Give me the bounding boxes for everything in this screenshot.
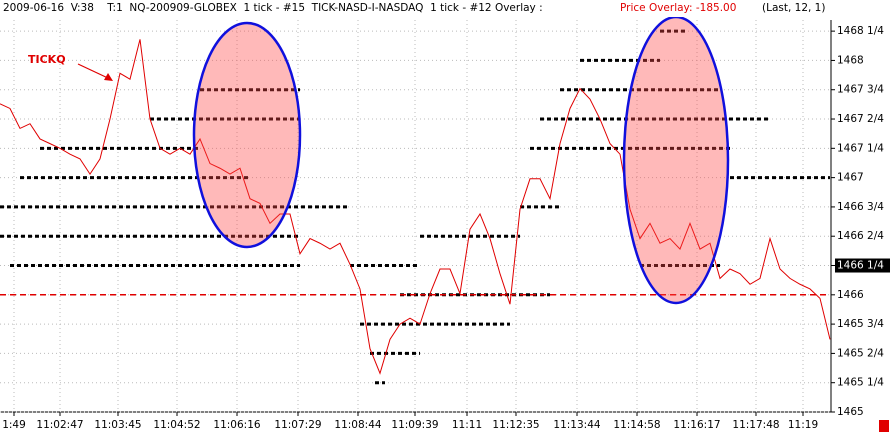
- corner-button[interactable]: [879, 420, 889, 432]
- x-tick-label: 11:08:44: [334, 419, 381, 431]
- y-tick-label: 1466 3/4: [837, 201, 884, 213]
- x-tick-label: 1:49: [2, 419, 26, 431]
- x-tick-label: 11:16:17: [673, 419, 720, 431]
- x-tick-label: 11:06:16: [213, 419, 260, 431]
- highlight-ellipse: [622, 15, 730, 305]
- annotation: TICKQ: [28, 53, 66, 66]
- x-tick-label: 11:13:44: [553, 419, 600, 431]
- y-tick-label: 1467 2/4: [837, 113, 884, 125]
- y-tick-label: 1467: [837, 172, 864, 184]
- x-tick-label: 11:17:48: [732, 419, 779, 431]
- y-tick-label: 1468: [837, 54, 864, 66]
- header-overlay: Price Overlay: -185.00: [620, 2, 736, 14]
- y-tick-label: 1465 2/4: [837, 347, 884, 359]
- last-price-box: [835, 258, 890, 273]
- x-tick-label: 11:11: [452, 419, 482, 431]
- header-info: 2009-06-16 V:38 T:1 NQ-200909-GLOBEX 1 t…: [3, 2, 543, 14]
- x-tick-label: 11:07:29: [274, 419, 321, 431]
- x-tick-label: 11:09:39: [391, 419, 438, 431]
- y-tick-label: 1468 1/4: [837, 25, 884, 37]
- y-tick-label: 1465 1/4: [837, 377, 884, 389]
- x-tick-label: 11:14:58: [613, 419, 660, 431]
- y-tick-label: 1466 2/4: [837, 230, 884, 242]
- y-tick-label: 1466 1/4: [837, 260, 884, 272]
- y-tick-label: 1465 3/4: [837, 318, 884, 330]
- arrow-head: [104, 73, 113, 81]
- x-tick-label: 11:12:35: [492, 419, 539, 431]
- y-tick-label: 1466: [837, 289, 864, 301]
- y-tick-label: 1467 1/4: [837, 142, 884, 154]
- price-line: [0, 39, 831, 375]
- header-bg: [0, 0, 831, 17]
- x-tick-label: 11:19: [788, 419, 818, 431]
- y-tick-label: 1467 3/4: [837, 84, 884, 96]
- y-tick-label: 1465: [837, 406, 864, 418]
- x-tick-label: 11:03:45: [94, 419, 141, 431]
- highlight-ellipse: [192, 21, 302, 249]
- header-params: (Last, 12, 1): [762, 2, 825, 14]
- x-tick-label: 11:04:52: [153, 419, 200, 431]
- x-tick-label: 11:02:47: [36, 419, 83, 431]
- header: 2009-06-16 V:38 T:1 NQ-200909-GLOBEX 1 t…: [3, 2, 825, 14]
- annotation-arrow: [77, 63, 111, 80]
